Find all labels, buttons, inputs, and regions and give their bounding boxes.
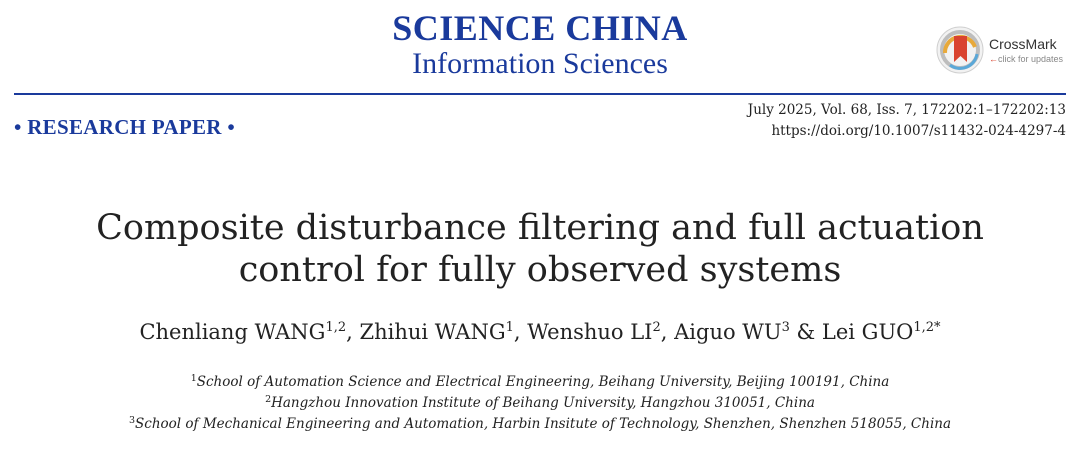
author-affiliation-mark: 1,2*: [913, 320, 941, 335]
crossmark-sublabel: click for updates: [998, 53, 1064, 64]
author-name: Chenliang WANG: [139, 320, 326, 344]
paper-title-line-1: Composite disturbance filtering and full…: [96, 208, 984, 248]
author-list: Chenliang WANG1,2, Zhihui WANG1, Wenshuo…: [0, 318, 1080, 346]
arrow-left-icon: ←: [989, 53, 998, 64]
author-name: Lei GUO: [821, 320, 914, 344]
journal-header: SCIENCE CHINA Information Sciences: [0, 8, 1080, 80]
paper-type-label: • RESEARCH PAPER •: [14, 115, 235, 139]
crossmark-button[interactable]: CrossMark ←click for updates: [936, 22, 1066, 78]
author-separator: &: [789, 320, 822, 344]
paper-title: Composite disturbance filtering and full…: [0, 207, 1080, 291]
affiliation-text: Hangzhou Innovation Institute of Beihang…: [271, 395, 815, 411]
paper-title-line-2: control for fully observed systems: [238, 250, 842, 290]
affiliation-item: 2Hangzhou Innovation Institute of Beihan…: [0, 393, 1080, 414]
citation-block: July 2025, Vol. 68, Iss. 7, 172202:1–172…: [748, 100, 1066, 142]
citation-line: July 2025, Vol. 68, Iss. 7, 172202:1–172…: [747, 102, 1066, 118]
author-name: Wenshuo LI: [527, 320, 653, 344]
author-affiliation-mark: 1: [505, 320, 514, 335]
author-separator: ,: [660, 320, 675, 344]
author-affiliation-mark: 3: [781, 320, 790, 335]
affiliation-number: 1: [190, 373, 197, 384]
author-separator: ,: [513, 320, 528, 344]
author-separator: ,: [346, 320, 360, 344]
header-divider: [14, 93, 1066, 95]
affiliation-text: School of Automation Science and Electri…: [196, 374, 890, 390]
affiliation-list: 1School of Automation Science and Electr…: [0, 372, 1080, 435]
affiliation-text: School of Mechanical Engineering and Aut…: [135, 416, 951, 432]
affiliation-item: 3School of Mechanical Engineering and Au…: [0, 414, 1080, 435]
crossmark-label: CrossMark: [989, 35, 1057, 52]
affiliation-number: 2: [265, 394, 272, 405]
author-affiliation-mark: 1,2: [325, 320, 347, 335]
author-name: Aiguo WU: [674, 320, 782, 344]
crossmark-icon: [936, 26, 984, 74]
author-affiliation-mark: 2: [652, 320, 661, 335]
doi-link[interactable]: https://doi.org/10.1007/s11432-024-4297-…: [771, 123, 1066, 139]
journal-name: SCIENCE CHINA: [392, 8, 688, 48]
author-name: Zhihui WANG: [359, 320, 506, 344]
affiliation-number: 3: [129, 415, 136, 426]
affiliation-item: 1School of Automation Science and Electr…: [0, 372, 1080, 393]
journal-subtitle: Information Sciences: [412, 47, 668, 80]
